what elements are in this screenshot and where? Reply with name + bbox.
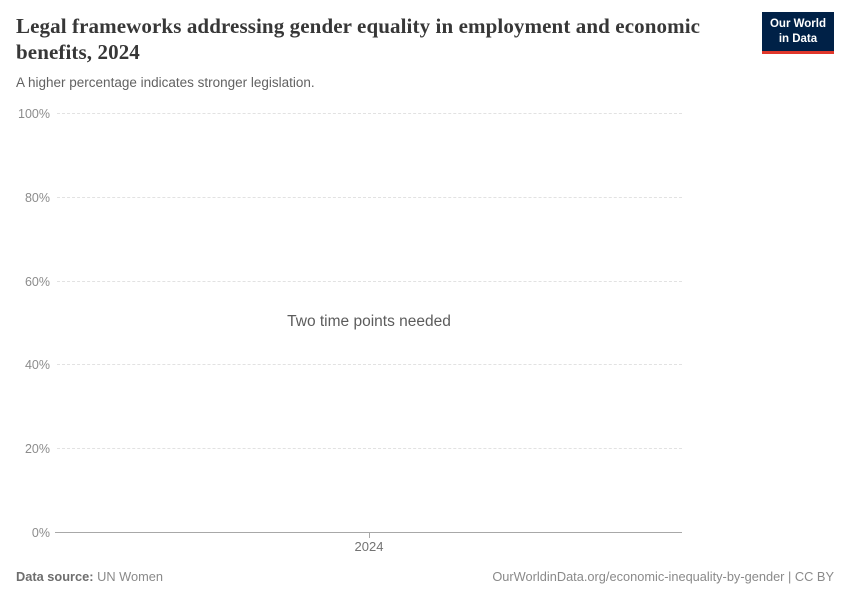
- footer-attribution-link[interactable]: OurWorldinData.org/economic-inequality-b…: [492, 569, 834, 584]
- y-axis-tick-label: 40%: [24, 358, 50, 372]
- y-axis-tick-label: 100%: [18, 107, 50, 121]
- owid-logo-line1: Our World: [769, 18, 826, 30]
- datasource-value: UN Women: [97, 569, 163, 584]
- y-gridline: [57, 197, 682, 198]
- x-axis-line: [55, 532, 682, 533]
- owid-logo-line2: in Data: [778, 32, 818, 45]
- datasource-label: Data source:: [16, 569, 94, 584]
- y-gridline: [57, 281, 682, 282]
- y-gridline: [57, 448, 682, 449]
- y-axis-tick-label: 20%: [24, 442, 50, 456]
- y-axis-tick-label: 80%: [24, 191, 50, 205]
- owid-logo[interactable]: Our World in Data: [761, 12, 834, 54]
- x-axis-tick-label: 2024: [354, 539, 384, 554]
- y-gridline: [57, 113, 682, 114]
- x-axis-tick-mark: [369, 533, 370, 538]
- y-gridline: [57, 364, 682, 365]
- footer-datasource: Data source: UN Women: [16, 569, 163, 584]
- y-axis-tick-label: 60%: [24, 275, 50, 289]
- chart-subtitle: A higher percentage indicates stronger l…: [16, 75, 315, 90]
- chart-title: Legal frameworks addressing gender equal…: [16, 14, 701, 65]
- y-axis-tick-label: 0%: [31, 526, 50, 540]
- no-data-message: Two time points needed: [287, 313, 451, 330]
